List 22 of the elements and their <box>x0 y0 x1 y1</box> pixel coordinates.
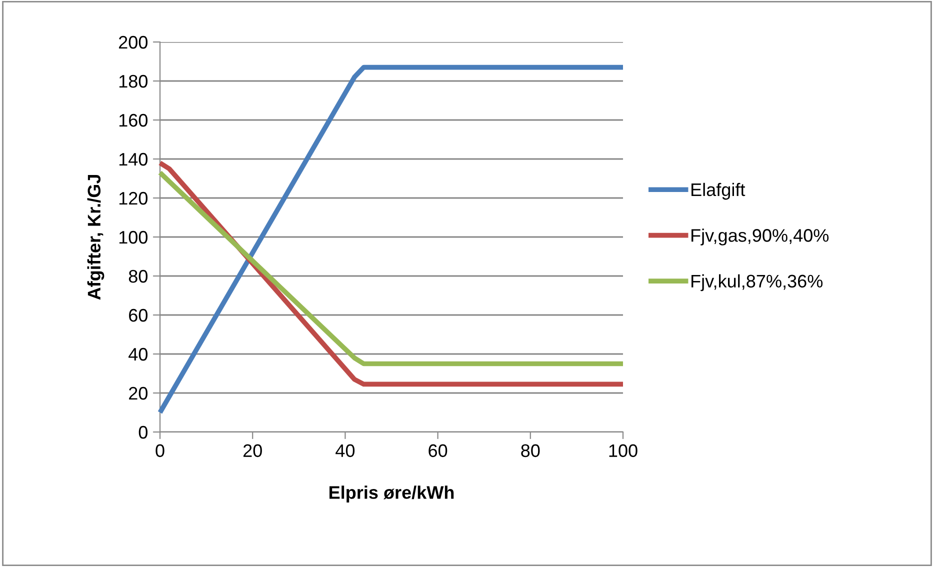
y-tick-label: 200 <box>118 36 148 49</box>
y-tick-label: 20 <box>129 386 148 400</box>
x-tick-label: 100 <box>609 444 638 458</box>
y-axis-title: Afgifter, Kr./GJ <box>87 175 104 300</box>
y-tick-label: 160 <box>119 114 148 127</box>
x-axis-title: Elpris øre/kWh <box>330 486 454 502</box>
y-tick-label: 100 <box>119 230 148 244</box>
y-tick-label: 80 <box>128 270 148 283</box>
y-tick-label: 0 <box>138 426 148 439</box>
x-tick-label: 40 <box>336 444 355 458</box>
legend-label: Fjv,kul,87%,36% <box>692 274 823 292</box>
legend-label: Elafgift <box>692 182 746 200</box>
legend-label: Fjv,gas,90%,40% <box>692 228 829 246</box>
x-tick-label: 20 <box>243 444 262 458</box>
x-tick-label: 60 <box>428 444 448 458</box>
y-tick-label: 180 <box>119 74 148 88</box>
y-tick-label: 40 <box>128 348 148 361</box>
y-tick-label: 140 <box>119 152 148 166</box>
x-tick-label: 0 <box>156 444 164 458</box>
x-tick-label: 80 <box>521 444 540 458</box>
y-tick-label: 120 <box>119 192 148 205</box>
y-tick-label: 60 <box>129 308 148 322</box>
